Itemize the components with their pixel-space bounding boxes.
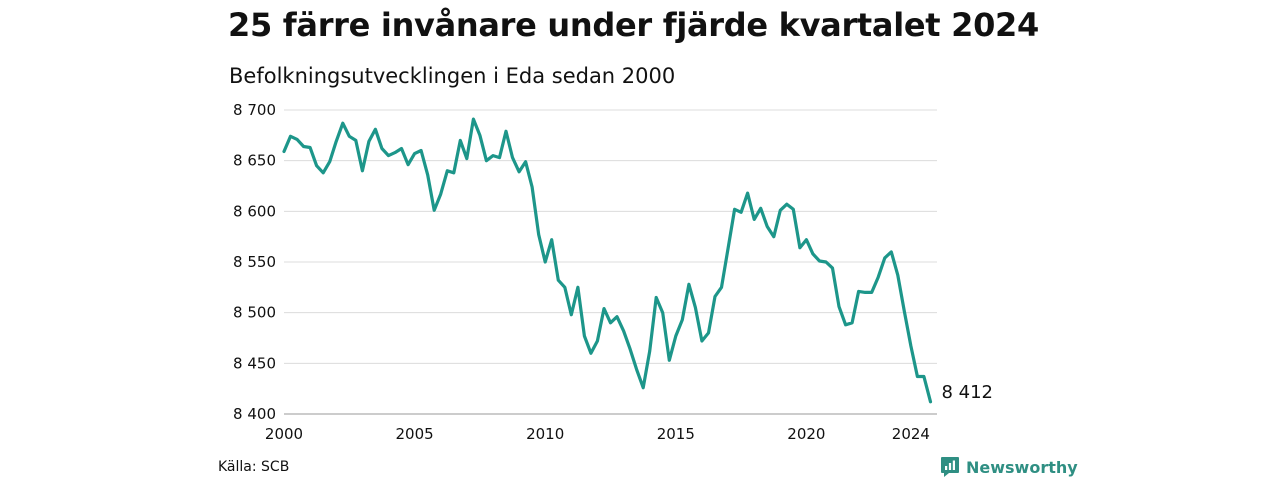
brand-logo: Newsworthy bbox=[940, 456, 1078, 478]
x-tick-label: 2010 bbox=[526, 425, 564, 443]
x-tick-label: 2005 bbox=[396, 425, 434, 443]
y-tick-label: 8 450 bbox=[233, 354, 276, 372]
x-tick-label: 2015 bbox=[657, 425, 695, 443]
gridlines bbox=[284, 109, 937, 415]
series-group bbox=[282, 117, 933, 404]
end-value-label: 8 412 bbox=[941, 382, 993, 403]
y-tick-label: 8 600 bbox=[233, 202, 276, 220]
series-line bbox=[282, 117, 933, 404]
chart-title: 25 färre invånare under fjärde kvartalet… bbox=[228, 6, 1039, 44]
y-tick-label: 8 700 bbox=[233, 101, 276, 119]
data-labels: 8 412 bbox=[941, 382, 993, 403]
x-tick-label: 2020 bbox=[787, 425, 825, 443]
axis-labels: 8 400 8 450 8 500 8 550 8 600 8 650 8 700 2000 2… bbox=[233, 101, 930, 443]
newsworthy-logo-icon bbox=[941, 457, 959, 477]
x-tick-label: 2000 bbox=[265, 425, 303, 443]
y-tick-label: 8 500 bbox=[233, 304, 276, 322]
source-note: Källa: SCB bbox=[218, 459, 290, 475]
chart-subtitle: Befolkningsutvecklingen i Eda sedan 2000 bbox=[229, 64, 676, 88]
x-tick-label: 2024 bbox=[892, 425, 930, 443]
y-tick-label: 8 650 bbox=[233, 152, 276, 170]
y-tick-label: 8 550 bbox=[233, 253, 276, 271]
brand-name: Newsworthy bbox=[966, 457, 1078, 477]
y-tick-label: 8 400 bbox=[233, 405, 276, 423]
